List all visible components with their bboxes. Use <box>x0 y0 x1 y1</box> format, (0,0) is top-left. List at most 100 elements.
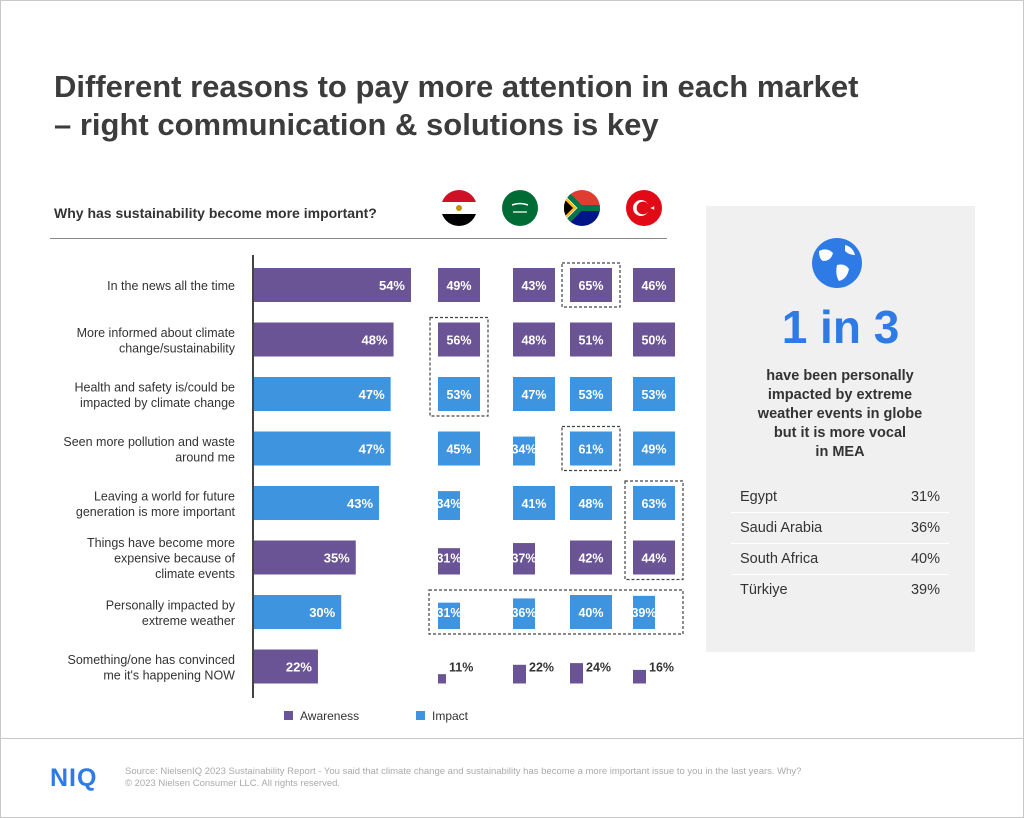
copyright-text: © 2023 Nielsen Consumer LLC. All rights … <box>125 778 341 789</box>
market-bar-label: 39% <box>631 606 656 620</box>
category-label: extreme weather <box>142 614 235 628</box>
chart-question: Why has sustainability become more impor… <box>54 205 377 221</box>
market-row: Egypt 31% <box>731 482 949 513</box>
market-bar <box>633 431 675 466</box>
chart-canvas: In the news all the time 54% 49% 43% 65% 46% M… <box>63 255 684 723</box>
market-bar <box>570 322 612 357</box>
market-bar-label: 50% <box>641 334 666 348</box>
total-bar <box>254 268 411 302</box>
legend-swatch <box>416 711 425 720</box>
highlight-box <box>561 425 621 472</box>
market-bar <box>570 377 612 411</box>
total-bar-label: 43% <box>347 496 373 511</box>
market-bar-label: 46% <box>641 279 666 293</box>
market-bar-label: 31% <box>436 552 461 566</box>
market-name: South Africa <box>740 551 819 567</box>
source-text: Source: NielsenIQ 2023 Sustainability Re… <box>125 766 802 777</box>
market-bar-label: 41% <box>521 497 546 511</box>
total-bar-label: 54% <box>379 278 405 293</box>
market-bar <box>570 595 612 629</box>
callout-line: in MEA <box>815 444 865 460</box>
egypt-flag-icon <box>441 190 477 226</box>
market-bar <box>513 268 555 302</box>
market-bar <box>633 322 675 357</box>
market-bar-label: 11% <box>449 661 473 675</box>
market-bar <box>513 486 555 520</box>
market-bar-label: 42% <box>578 552 603 566</box>
market-row: Saudi Arabia 36% <box>731 513 949 544</box>
market-bar-label: 65% <box>578 279 603 293</box>
market-bar <box>513 664 526 684</box>
market-bar <box>438 674 446 684</box>
total-bar <box>254 486 380 520</box>
market-bar <box>633 669 646 684</box>
market-name: Egypt <box>740 489 778 505</box>
market-bar-label: 56% <box>446 334 471 348</box>
market-bar-label: 48% <box>521 334 546 348</box>
market-bar-label: 34% <box>511 443 536 457</box>
market-bar <box>633 486 675 520</box>
total-bar <box>254 377 391 411</box>
turkiye-flag-icon <box>626 190 662 226</box>
market-bar <box>513 436 535 466</box>
market-bar-label: 43% <box>521 279 546 293</box>
category-label: generation is more important <box>76 505 236 519</box>
callout-description: have been personally impacted by extreme… <box>730 367 950 462</box>
total-bar <box>254 649 318 684</box>
footer-source: Source: NielsenIQ 2023 Sustainability Re… <box>125 766 905 790</box>
market-row: Türkiye 39% <box>731 575 949 605</box>
total-bar-label: 47% <box>359 387 385 402</box>
callout-stat: 1 in 3 <box>781 301 900 353</box>
market-bar-label: 51% <box>578 334 603 348</box>
market-bar <box>570 431 612 466</box>
market-bar <box>513 543 535 575</box>
highlight-box <box>428 589 684 635</box>
total-bar <box>254 322 394 357</box>
market-bar <box>438 322 480 357</box>
category-label: Things have become more <box>87 536 235 550</box>
market-bar-label: 24% <box>586 661 611 675</box>
market-bar-label: 53% <box>641 388 666 402</box>
market-bar <box>570 268 612 302</box>
category-label: Seen more pollution and waste <box>63 435 235 449</box>
market-bar-label: 16% <box>649 661 674 675</box>
market-bar <box>438 602 460 629</box>
market-name: Saudi Arabia <box>740 520 823 536</box>
market-bar <box>633 268 675 302</box>
market-name: Türkiye <box>740 582 788 598</box>
slide-title: Different reasons to pay more attention … <box>54 69 859 142</box>
market-bar <box>513 598 535 629</box>
category-label: Health and safety is/could be <box>74 380 235 394</box>
legend-label: Impact <box>432 709 469 723</box>
market-bar-label: 49% <box>446 279 471 293</box>
total-bar-label: 22% <box>286 660 312 675</box>
market-bar-label: 37% <box>511 552 536 566</box>
callout-line: impacted by extreme <box>767 387 913 403</box>
total-bar-label: 48% <box>362 333 388 348</box>
total-bar-label: 30% <box>309 605 335 620</box>
market-bar-label: 61% <box>578 443 603 457</box>
market-value: 39% <box>910 582 940 598</box>
market-bar-label: 45% <box>446 443 471 457</box>
category-label: impacted by climate change <box>80 396 235 410</box>
market-bar <box>513 377 555 411</box>
market-bar-label: 47% <box>521 388 546 402</box>
callout-line: but it is more vocal <box>773 425 907 441</box>
total-bar <box>254 595 342 629</box>
market-bar <box>633 595 655 629</box>
market-value: 36% <box>910 520 940 536</box>
category-label: Leaving a world for future <box>94 489 235 503</box>
market-value: 40% <box>910 551 940 567</box>
total-bar-label: 35% <box>324 551 350 566</box>
category-label: Personally impacted by <box>106 598 236 612</box>
market-bar <box>633 540 675 575</box>
callout-line: have been personally <box>766 368 914 384</box>
callout-line: weather events in globe <box>757 406 923 422</box>
category-label: change/sustainability <box>119 341 236 355</box>
footer-divider <box>0 738 1024 739</box>
market-bar <box>570 663 583 684</box>
market-bar <box>570 540 612 575</box>
market-bar-label: 49% <box>641 443 666 457</box>
category-label: Something/one has convinced <box>68 653 236 667</box>
total-bar-label: 47% <box>359 442 385 457</box>
